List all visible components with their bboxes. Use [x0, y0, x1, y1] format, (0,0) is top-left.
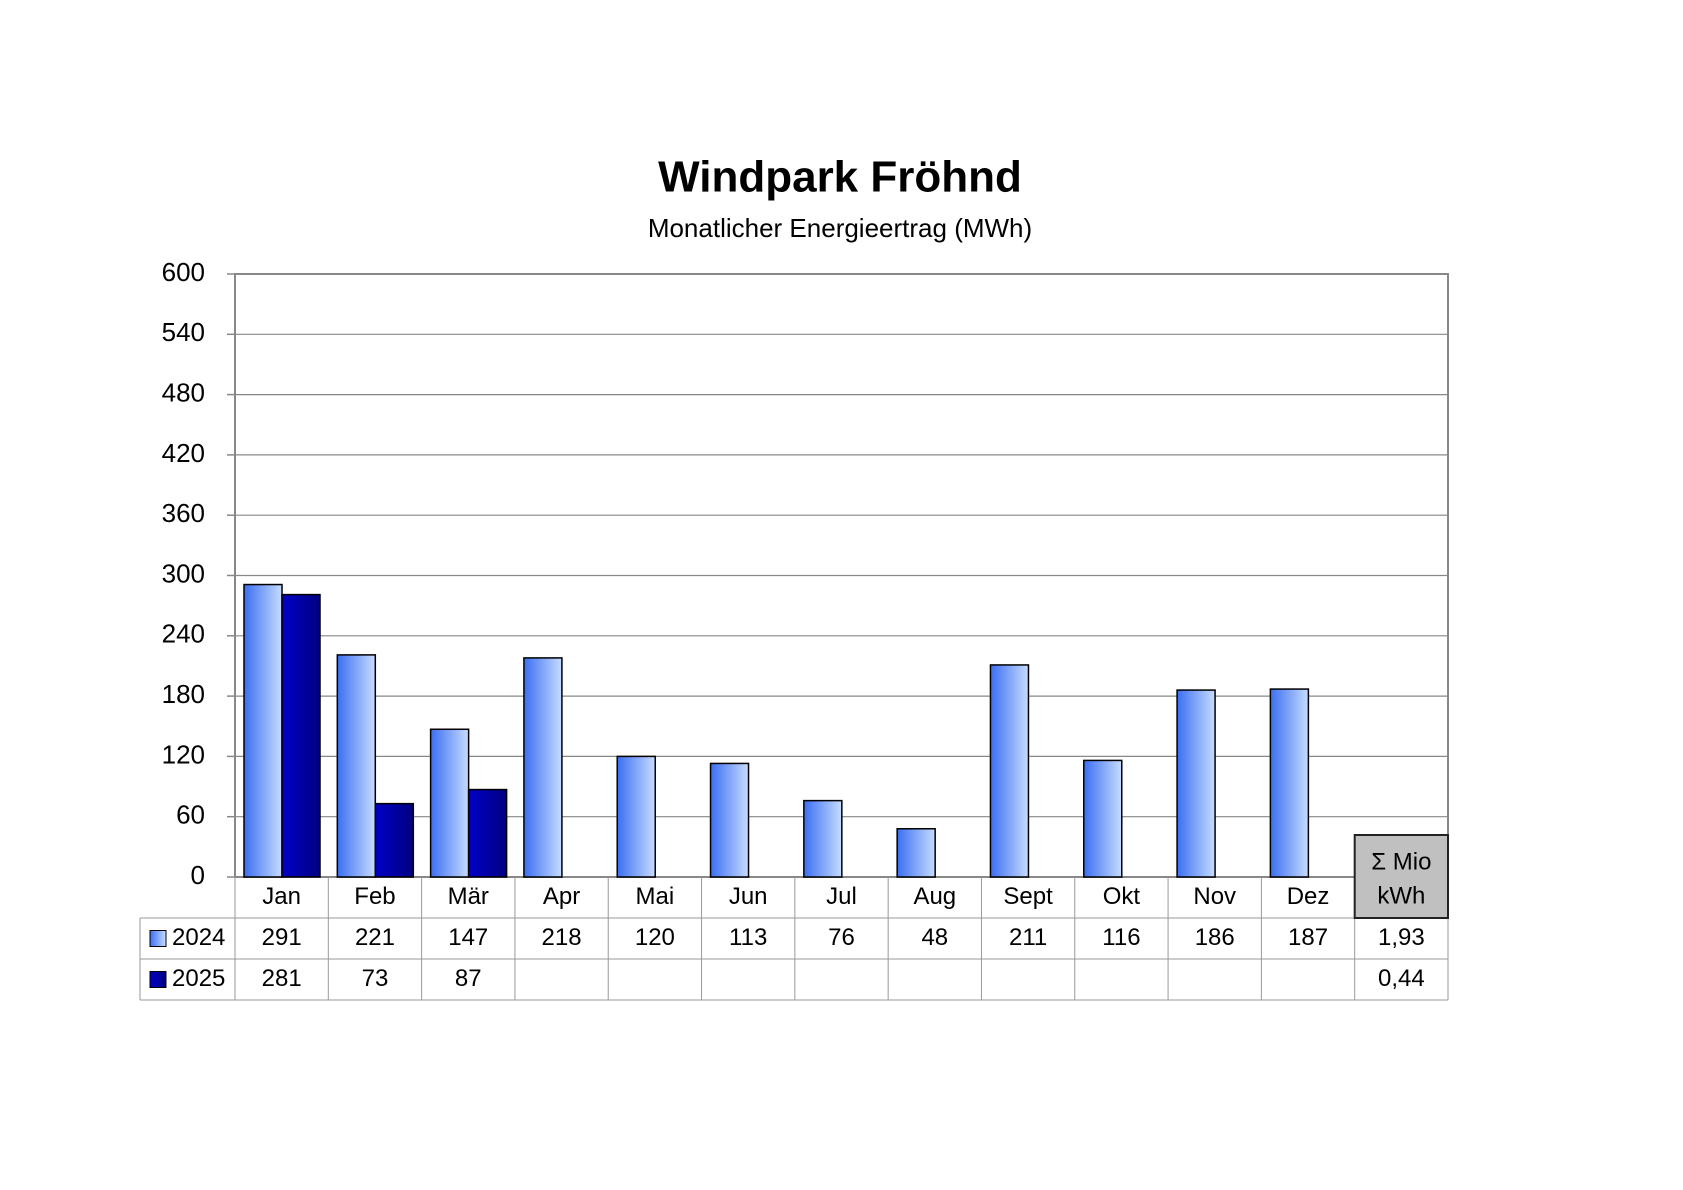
table-value: 73 — [362, 965, 389, 992]
bar — [1176, 689, 1216, 878]
bar — [1269, 688, 1310, 878]
x-tick-label: Dez — [1287, 883, 1330, 910]
table-value: 116 — [1102, 924, 1140, 951]
y-tick-label: 540 — [162, 317, 205, 347]
bar — [336, 654, 377, 878]
x-tick-label: Jul — [826, 883, 857, 910]
sum-header: Σ Mio — [1371, 848, 1431, 875]
y-tick-label: 120 — [162, 739, 205, 769]
legend-swatch — [149, 971, 167, 988]
sum-header: kWh — [1377, 882, 1425, 909]
bar — [374, 802, 415, 878]
table-value: 113 — [729, 924, 767, 951]
x-tick-label: Sept — [1003, 883, 1053, 910]
table-value: 218 — [542, 924, 582, 951]
table-value: 211 — [1009, 924, 1047, 951]
bar — [989, 664, 1030, 878]
bar — [896, 828, 936, 878]
y-tick-label: 480 — [162, 377, 205, 407]
y-tick-label: 0 — [191, 860, 205, 890]
table-value: 76 — [828, 924, 855, 951]
x-tick-label: Apr — [543, 883, 580, 910]
table-value: 187 — [1288, 924, 1328, 951]
table-value: 147 — [448, 924, 488, 951]
bar — [803, 799, 843, 878]
x-tick-label: Feb — [354, 883, 395, 910]
bar — [616, 755, 656, 878]
total-value: 1,93 — [1378, 924, 1425, 951]
x-tick-label: Aug — [913, 883, 956, 910]
x-tick-label: Mär — [448, 883, 489, 910]
y-tick-label: 600 — [162, 257, 205, 287]
legend-swatch — [149, 930, 167, 947]
bar — [429, 728, 470, 878]
y-tick-label: 240 — [162, 619, 205, 649]
y-tick-label: 300 — [162, 558, 205, 588]
legend-label: 2024 — [172, 924, 225, 951]
bar — [243, 583, 283, 878]
bar — [281, 593, 321, 878]
y-tick-label: 180 — [162, 679, 205, 709]
table-value: 221 — [355, 924, 395, 951]
bar — [1083, 759, 1123, 878]
table-value: 186 — [1195, 924, 1235, 951]
legend-label: 2025 — [172, 965, 225, 992]
table-value: 87 — [455, 965, 482, 992]
x-tick-label: Jan — [262, 883, 301, 910]
x-tick-label: Okt — [1103, 883, 1141, 910]
table-value: 48 — [921, 924, 948, 951]
total-value: 0,44 — [1378, 965, 1425, 992]
table-value: 281 — [262, 965, 302, 992]
y-tick-label: 420 — [162, 438, 205, 468]
bar — [523, 657, 563, 878]
x-tick-label: Mai — [636, 883, 675, 910]
table-value: 291 — [262, 924, 302, 951]
y-tick-label: 360 — [162, 498, 205, 528]
bar — [709, 762, 750, 878]
chart-title: Windpark Fröhnd — [658, 153, 1022, 202]
table-value: 120 — [635, 924, 675, 951]
x-tick-label: Jun — [729, 883, 768, 910]
bar — [467, 788, 508, 878]
x-tick-label: Nov — [1193, 883, 1236, 910]
chart-subtitle: Monatlicher Energieertrag (MWh) — [648, 213, 1032, 243]
y-tick-label: 60 — [176, 800, 205, 830]
sum-header-box — [1353, 834, 1449, 919]
